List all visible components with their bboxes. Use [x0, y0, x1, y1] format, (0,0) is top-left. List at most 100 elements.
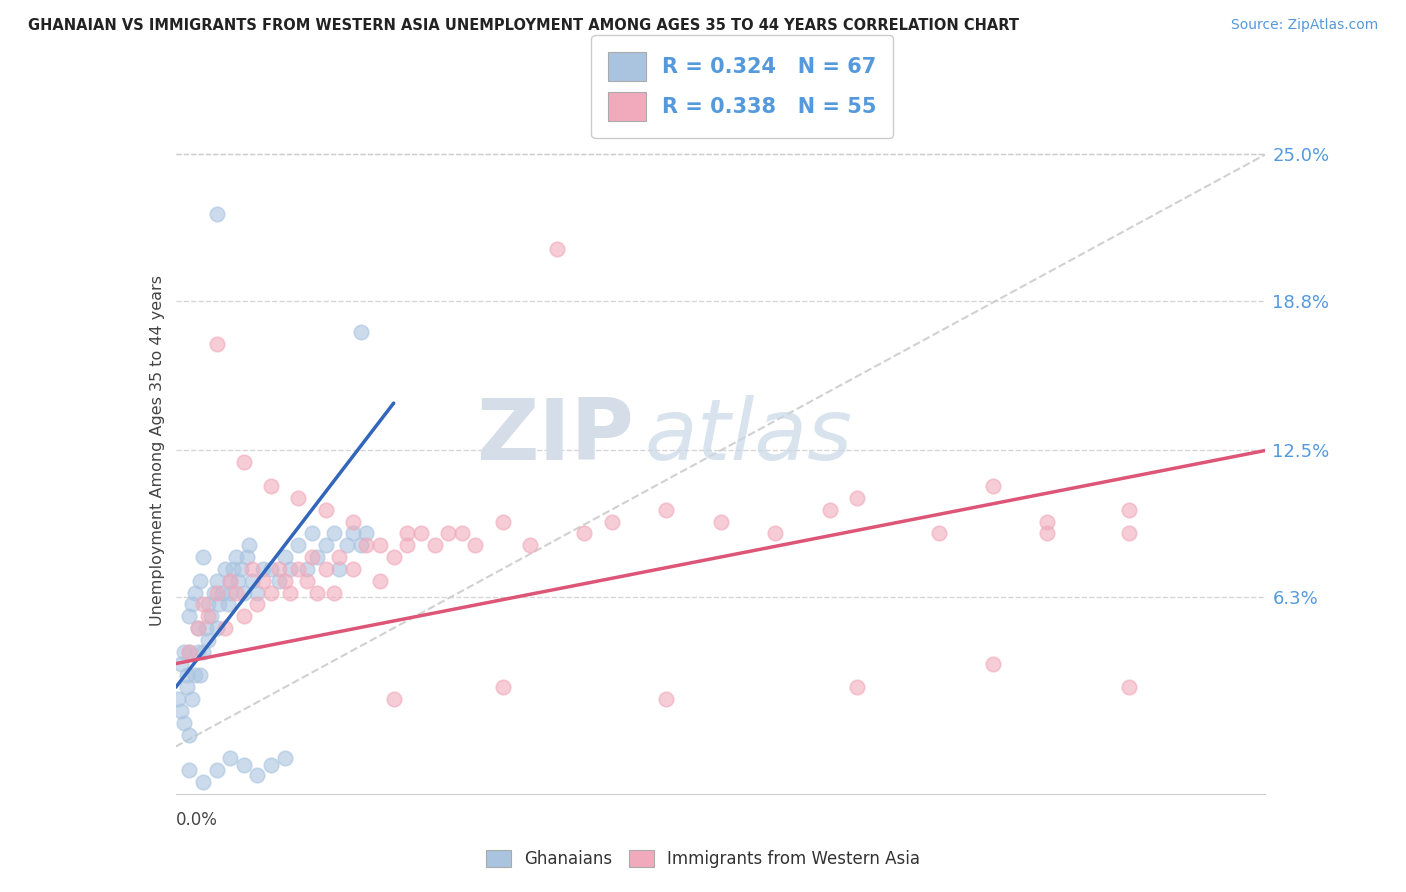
Point: [173, 645, 195, 659]
Point: [170, 657, 193, 671]
Point: [981, 657, 1004, 671]
Point: [211, 585, 233, 599]
Point: [301, 526, 323, 541]
Point: [315, 502, 337, 516]
Point: [322, 585, 344, 599]
Point: [322, 526, 344, 541]
Point: [287, 538, 309, 552]
Point: [295, 562, 318, 576]
Point: [231, 562, 253, 576]
Point: [342, 526, 364, 541]
Point: [655, 502, 678, 516]
Point: [409, 526, 432, 541]
Point: [232, 585, 254, 599]
Point: [981, 479, 1004, 493]
Text: 0.0%: 0.0%: [176, 811, 218, 829]
Point: [170, 704, 193, 718]
Point: [274, 574, 297, 588]
Text: atlas: atlas: [644, 395, 852, 478]
Point: [219, 751, 242, 765]
Point: [356, 538, 378, 552]
Point: [205, 621, 228, 635]
Point: [350, 538, 373, 552]
Point: [173, 715, 195, 730]
Point: [274, 549, 297, 564]
Point: [492, 681, 515, 695]
Point: [179, 763, 201, 777]
Point: [246, 585, 269, 599]
Point: [179, 728, 201, 742]
Point: [181, 692, 204, 706]
Point: [492, 515, 515, 529]
Point: [191, 549, 214, 564]
Point: [546, 242, 568, 256]
Point: [205, 206, 228, 220]
Point: [368, 574, 391, 588]
Text: ZIP: ZIP: [475, 395, 633, 478]
Point: [328, 549, 350, 564]
Point: [328, 562, 350, 576]
Point: [710, 515, 733, 529]
Point: [208, 598, 231, 612]
Point: [191, 775, 214, 789]
Point: [396, 526, 419, 541]
Point: [194, 621, 217, 635]
Point: [188, 574, 211, 588]
Point: [232, 609, 254, 624]
Point: [1118, 681, 1140, 695]
Point: [191, 598, 214, 612]
Text: GHANAIAN VS IMMIGRANTS FROM WESTERN ASIA UNEMPLOYMENT AMONG AGES 35 TO 44 YEARS : GHANAIAN VS IMMIGRANTS FROM WESTERN ASIA…: [28, 18, 1019, 33]
Point: [315, 538, 337, 552]
Point: [818, 502, 841, 516]
Point: [214, 621, 236, 635]
Point: [307, 549, 329, 564]
Point: [574, 526, 596, 541]
Point: [225, 585, 247, 599]
Point: [845, 491, 868, 505]
Point: [240, 562, 263, 576]
Text: Source: ZipAtlas.com: Source: ZipAtlas.com: [1230, 18, 1378, 32]
Point: [368, 538, 391, 552]
Point: [197, 632, 219, 647]
Point: [246, 768, 269, 782]
Point: [287, 491, 309, 505]
Point: [260, 758, 283, 772]
Legend: R = 0.324   N = 67, R = 0.338   N = 55: R = 0.324 N = 67, R = 0.338 N = 55: [592, 35, 893, 137]
Point: [197, 598, 219, 612]
Point: [278, 585, 301, 599]
Point: [1118, 502, 1140, 516]
Point: [217, 598, 239, 612]
Point: [1036, 526, 1059, 541]
Point: [1118, 526, 1140, 541]
Point: [184, 668, 207, 682]
Point: [188, 668, 211, 682]
Point: [191, 645, 214, 659]
Point: [205, 763, 228, 777]
Point: [356, 526, 378, 541]
Point: [295, 574, 318, 588]
Point: [197, 609, 219, 624]
Point: [252, 562, 274, 576]
Point: [205, 574, 228, 588]
Point: [232, 455, 254, 469]
Point: [260, 585, 283, 599]
Point: [437, 526, 460, 541]
Point: [1036, 515, 1059, 529]
Y-axis label: Unemployment Among Ages 35 to 44 years: Unemployment Among Ages 35 to 44 years: [149, 275, 165, 626]
Point: [464, 538, 486, 552]
Point: [176, 681, 198, 695]
Point: [382, 549, 405, 564]
Point: [450, 526, 472, 541]
Point: [219, 585, 242, 599]
Point: [763, 526, 786, 541]
Point: [928, 526, 950, 541]
Point: [232, 758, 254, 772]
Point: [202, 585, 225, 599]
Point: [342, 562, 364, 576]
Legend: Ghanaians, Immigrants from Western Asia: Ghanaians, Immigrants from Western Asia: [479, 843, 927, 875]
Point: [181, 598, 204, 612]
Point: [252, 574, 274, 588]
Point: [423, 538, 446, 552]
Point: [176, 668, 198, 682]
Point: [228, 574, 250, 588]
